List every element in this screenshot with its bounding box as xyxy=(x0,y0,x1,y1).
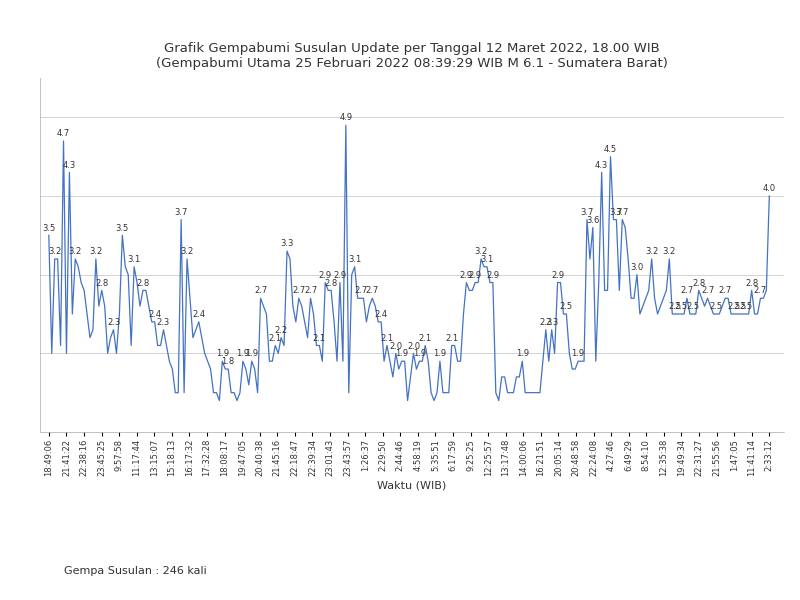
Text: 1.8: 1.8 xyxy=(222,357,235,366)
Text: 2.7: 2.7 xyxy=(254,286,267,295)
Text: 4.5: 4.5 xyxy=(604,145,617,154)
Text: 3.1: 3.1 xyxy=(480,255,494,264)
Text: 2.9: 2.9 xyxy=(460,271,473,280)
Text: 4.3: 4.3 xyxy=(62,161,76,170)
Text: 2.4: 2.4 xyxy=(374,310,388,319)
Text: 2.3: 2.3 xyxy=(539,318,553,327)
Text: 2.8: 2.8 xyxy=(325,278,338,287)
Text: 3.7: 3.7 xyxy=(610,208,623,217)
Text: 2.9: 2.9 xyxy=(486,271,499,280)
Text: 2.5: 2.5 xyxy=(669,302,682,311)
Text: 1.9: 1.9 xyxy=(516,349,529,358)
Text: 3.5: 3.5 xyxy=(42,224,55,233)
Text: 3.0: 3.0 xyxy=(630,263,643,272)
Text: 2.1: 2.1 xyxy=(269,334,282,343)
Text: 2.7: 2.7 xyxy=(292,286,306,295)
Text: 1.9: 1.9 xyxy=(245,349,258,358)
Text: 2.5: 2.5 xyxy=(734,302,746,311)
Text: 2.2: 2.2 xyxy=(274,326,288,335)
Text: 2.0: 2.0 xyxy=(407,341,420,350)
Text: 3.1: 3.1 xyxy=(127,255,141,264)
Text: 2.9: 2.9 xyxy=(469,271,482,280)
Text: 3.2: 3.2 xyxy=(181,247,194,256)
Text: 1.9: 1.9 xyxy=(434,349,446,358)
Text: 2.5: 2.5 xyxy=(560,302,573,311)
Text: 2.1: 2.1 xyxy=(445,334,458,343)
Text: 2.7: 2.7 xyxy=(754,286,767,295)
Text: 3.2: 3.2 xyxy=(69,247,82,256)
Text: 2.9: 2.9 xyxy=(334,271,346,280)
Text: 3.7: 3.7 xyxy=(580,208,594,217)
Text: 2.4: 2.4 xyxy=(148,310,162,319)
Text: 3.7: 3.7 xyxy=(615,208,629,217)
Text: 2.1: 2.1 xyxy=(418,334,432,343)
Text: 2.3: 2.3 xyxy=(107,318,120,327)
Text: 2.7: 2.7 xyxy=(680,286,694,295)
Title: Grafik Gempabumi Susulan Update per Tanggal 12 Maret 2022, 18.00 WIB
(Gempabumi : Grafik Gempabumi Susulan Update per Tang… xyxy=(156,42,668,70)
Text: 2.3: 2.3 xyxy=(545,318,558,327)
Text: 2.3: 2.3 xyxy=(157,318,170,327)
Text: 2.7: 2.7 xyxy=(718,286,732,295)
Text: 3.5: 3.5 xyxy=(116,224,129,233)
Text: 2.7: 2.7 xyxy=(304,286,317,295)
Text: 3.3: 3.3 xyxy=(280,239,294,248)
Text: 2.4: 2.4 xyxy=(192,310,206,319)
Text: 2.8: 2.8 xyxy=(136,278,150,287)
Text: 3.6: 3.6 xyxy=(586,215,599,224)
Text: 2.0: 2.0 xyxy=(390,341,402,350)
Text: 3.2: 3.2 xyxy=(48,247,62,256)
Text: 2.5: 2.5 xyxy=(739,302,752,311)
Text: 2.9: 2.9 xyxy=(551,271,564,280)
Text: 2.7: 2.7 xyxy=(701,286,714,295)
Text: 3.7: 3.7 xyxy=(174,208,188,217)
Text: 3.2: 3.2 xyxy=(662,247,676,256)
Text: 3.2: 3.2 xyxy=(474,247,488,256)
Text: 2.1: 2.1 xyxy=(313,334,326,343)
Text: 1.9: 1.9 xyxy=(236,349,250,358)
Text: 2.9: 2.9 xyxy=(318,271,332,280)
Text: 2.7: 2.7 xyxy=(354,286,367,295)
Text: Gempa Susulan : 246 kali: Gempa Susulan : 246 kali xyxy=(64,566,206,576)
Text: 3.2: 3.2 xyxy=(645,247,658,256)
Text: 2.7: 2.7 xyxy=(366,286,379,295)
Text: 3.2: 3.2 xyxy=(90,247,102,256)
Text: 2.8: 2.8 xyxy=(95,278,108,287)
Text: 1.9: 1.9 xyxy=(216,349,229,358)
X-axis label: Waktu (WIB): Waktu (WIB) xyxy=(378,481,446,490)
Text: 2.5: 2.5 xyxy=(727,302,741,311)
Text: 2.1: 2.1 xyxy=(381,334,394,343)
Text: 2.5: 2.5 xyxy=(686,302,699,311)
Text: 4.3: 4.3 xyxy=(595,161,608,170)
Text: 4.9: 4.9 xyxy=(339,113,352,122)
Text: 1.9: 1.9 xyxy=(395,349,408,358)
Text: 1.9: 1.9 xyxy=(571,349,585,358)
Text: 2.5: 2.5 xyxy=(710,302,723,311)
Text: 1.9: 1.9 xyxy=(413,349,426,358)
Text: 2.8: 2.8 xyxy=(692,278,706,287)
Text: 2.5: 2.5 xyxy=(674,302,688,311)
Text: 3.1: 3.1 xyxy=(348,255,362,264)
Text: 4.0: 4.0 xyxy=(762,184,776,193)
Text: 4.7: 4.7 xyxy=(57,129,70,138)
Text: 2.8: 2.8 xyxy=(745,278,758,287)
